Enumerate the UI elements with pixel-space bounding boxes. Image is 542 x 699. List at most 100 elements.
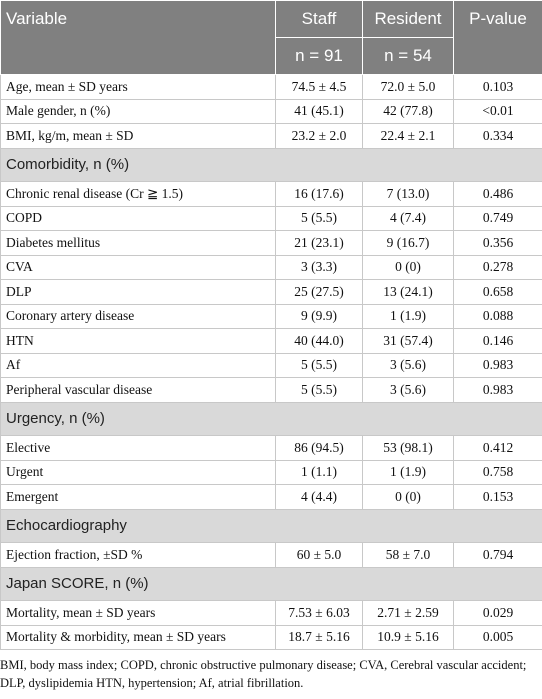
value-cell: 0.103 — [453, 74, 542, 100]
section-row: Echocardiography — [0, 508, 542, 543]
data-row: Urgent 1 (1.1) 1 (1.9) 0.758 — [0, 459, 542, 485]
variable-label: Age, mean ± SD years — [0, 74, 276, 100]
value-cell: 0.088 — [453, 303, 542, 329]
value-cell: 25 (27.5) — [275, 279, 363, 305]
value-cell: 4 (7.4) — [362, 205, 454, 231]
variable-label: Emergent — [0, 484, 276, 510]
header-row: Variable Staff Resident P-value — [0, 0, 542, 75]
variable-label: CVA — [0, 254, 276, 280]
value-cell: 40 (44.0) — [275, 328, 363, 354]
sample-size: n = 91 — [275, 37, 363, 75]
value-cell: 42 (77.8) — [362, 98, 454, 124]
subheader-row: n = 91 n = 54 — [1, 37, 542, 75]
value-cell: 0 (0) — [362, 484, 454, 510]
data-row: BMI, kg/m, mean ± SD 23.2 ± 2.0 22.4 ± 2.1… — [0, 123, 542, 149]
variable-label: Chronic renal disease (Cr ≧ 1.5) — [0, 181, 276, 207]
data-row: HTN 40 (44.0) 31 (57.4) 0.146 — [0, 328, 542, 354]
value-cell: 72.0 ± 5.0 — [362, 74, 454, 100]
data-row: Elective 86 (94.5) 53 (98.1) 0.412 — [0, 435, 542, 461]
section-label: Echocardiography — [0, 508, 542, 543]
footnote: BMI, body mass index; COPD, chronic obst… — [0, 658, 527, 690]
section-row: Japan SCORE, n (%) — [0, 566, 542, 601]
data-row: Mortality & morbidity, mean ± SD years 18… — [0, 624, 542, 650]
value-cell: 60 ± 5.0 — [275, 542, 363, 568]
data-row: Ejection fraction, ±SD % 60 ± 5.0 58 ± 7.0… — [0, 542, 542, 568]
value-cell: 13 (24.1) — [362, 279, 454, 305]
data-row: Age, mean ± SD years 74.5 ± 4.5 72.0 ± 5.0… — [0, 74, 542, 100]
value-cell: 9 (9.9) — [275, 303, 363, 329]
variable-label: Mortality & morbidity, mean ± SD years — [0, 624, 276, 650]
section-row: Urgency, n (%) — [0, 401, 542, 436]
variable-label: Ejection fraction, ±SD % — [0, 542, 276, 568]
variable-label: Diabetes mellitus — [0, 230, 276, 256]
variable-label: Peripheral vascular disease — [0, 377, 276, 403]
value-cell: 1 (1.1) — [275, 459, 363, 485]
data-row: Coronary artery disease 9 (9.9) 1 (1.9) 0.0… — [0, 303, 542, 329]
header-cell: Staff — [275, 0, 363, 38]
value-cell: 23.2 ± 2.0 — [275, 123, 363, 149]
data-row: Diabetes mellitus 21 (23.1) 9 (16.7) 0.356 — [0, 230, 542, 256]
data-row: Af 5 (5.5) 3 (5.6) 0.983 — [0, 352, 542, 378]
variable-label: Coronary artery disease — [0, 303, 276, 329]
value-cell: 0.278 — [453, 254, 542, 280]
value-cell: 0.412 — [453, 435, 542, 461]
value-cell: 10.9 ± 5.16 — [362, 624, 454, 650]
value-cell: 0.153 — [453, 484, 542, 510]
value-cell: 0.758 — [453, 459, 542, 485]
variable-label: Mortality, mean ± SD years — [0, 600, 276, 626]
variable-label: Af — [0, 352, 276, 378]
value-cell: 7 (13.0) — [362, 181, 454, 207]
value-cell: 0.983 — [453, 377, 542, 403]
value-cell: 41 (45.1) — [275, 98, 363, 124]
value-cell: 2.71 ± 2.59 — [362, 600, 454, 626]
value-cell: 7.53 ± 6.03 — [275, 600, 363, 626]
value-cell: 31 (57.4) — [362, 328, 454, 354]
section-row: Comorbidity, n (%) — [0, 147, 542, 182]
value-cell: 1 (1.9) — [362, 303, 454, 329]
data-row: Mortality, mean ± SD years 7.53 ± 6.03 2.7… — [0, 600, 542, 626]
header-cell: P-value — [453, 0, 542, 75]
value-cell: 0.486 — [453, 181, 542, 207]
value-cell: 53 (98.1) — [362, 435, 454, 461]
data-row: Male gender, n (%) 41 (45.1) 42 (77.8) <0.0… — [0, 98, 542, 124]
data-row: CVA 3 (3.3) 0 (0) 0.278 — [0, 254, 542, 280]
header-cell: Resident — [362, 0, 454, 38]
data-row: DLP 25 (27.5) 13 (24.1) 0.658 — [0, 279, 542, 305]
variable-label: COPD — [0, 205, 276, 231]
value-cell: 0.356 — [453, 230, 542, 256]
variable-label: BMI, kg/m, mean ± SD — [0, 123, 276, 149]
section-label: Japan SCORE, n (%) — [0, 566, 542, 601]
value-cell: 0.146 — [453, 328, 542, 354]
variable-label: DLP — [0, 279, 276, 305]
value-cell: 3 (5.6) — [362, 352, 454, 378]
value-cell: 5 (5.5) — [275, 205, 363, 231]
variable-label: Male gender, n (%) — [0, 98, 276, 124]
data-row: Emergent 4 (4.4) 0 (0) 0.153 — [0, 484, 542, 510]
value-cell: 16 (17.6) — [275, 181, 363, 207]
value-cell: 4 (4.4) — [275, 484, 363, 510]
value-cell: 0.005 — [453, 624, 542, 650]
value-cell: 1 (1.9) — [362, 459, 454, 485]
variable-label: Elective — [0, 435, 276, 461]
data-row: Chronic renal disease (Cr ≧ 1.5) 16 (17.6… — [0, 181, 542, 207]
variable-label: Urgent — [0, 459, 276, 485]
value-cell: 21 (23.1) — [275, 230, 363, 256]
variable-label: HTN — [0, 328, 276, 354]
sample-size: n = 54 — [362, 37, 454, 75]
value-cell: 86 (94.5) — [275, 435, 363, 461]
data-row: COPD 5 (5.5) 4 (7.4) 0.749 — [0, 205, 542, 231]
table: Variable Staff Resident P-value n = 91 n = 54… — [0, 0, 542, 650]
value-cell: 22.4 ± 2.1 — [362, 123, 454, 149]
value-cell: 0.334 — [453, 123, 542, 149]
value-cell: 0.658 — [453, 279, 542, 305]
value-cell: 3 (3.3) — [275, 254, 363, 280]
value-cell: 5 (5.5) — [275, 352, 363, 378]
value-cell: 3 (5.6) — [362, 377, 454, 403]
value-cell: 18.7 ± 5.16 — [275, 624, 363, 650]
value-cell: <0.01 — [453, 98, 542, 124]
value-cell: 58 ± 7.0 — [362, 542, 454, 568]
section-label: Urgency, n (%) — [0, 401, 542, 436]
header-cell: Variable — [0, 0, 276, 75]
value-cell: 0.794 — [453, 542, 542, 568]
